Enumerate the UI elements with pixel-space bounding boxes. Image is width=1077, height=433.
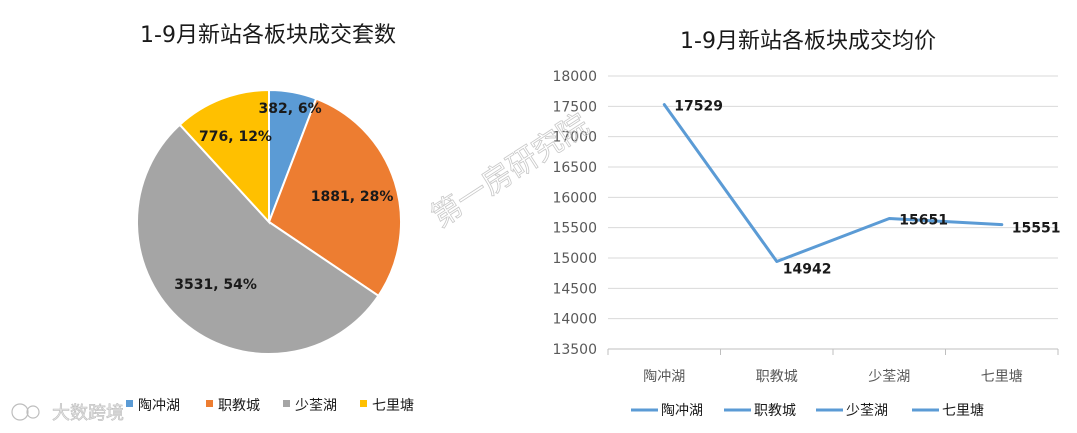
pie-data-label-2: 1881, 28% xyxy=(311,189,394,205)
pie-legend-label-4: 七里塘 xyxy=(372,398,414,414)
pie-data-label-4: 776, 12% xyxy=(199,129,272,145)
line-data-label-1: 17529 xyxy=(674,99,723,115)
pie-legend-label-3: 少荃湖 xyxy=(295,397,337,414)
x-tick-label-1: 陶冲湖 xyxy=(643,369,685,385)
pie-data-label-3: 3531, 54% xyxy=(174,277,257,293)
brand-text: 大数跨境 xyxy=(52,403,124,424)
pie-data-labels: 382, 6% 1881, 28% 3531, 54% 776, 12% xyxy=(174,101,393,293)
line-gridlines xyxy=(607,75,1059,355)
x-tick-label-2: 职教城 xyxy=(756,369,798,385)
y-tick-label-2: 17500 xyxy=(552,99,597,115)
series-line xyxy=(662,103,1004,263)
line-x-axis-ticks: 陶冲湖 职教城 少荃湖 七里塘 xyxy=(643,368,1023,385)
y-tick-label-9: 14000 xyxy=(552,312,597,328)
pie-slice-3 xyxy=(136,123,380,355)
y-tick-label-4: 16500 xyxy=(552,160,597,176)
y-tick-label-7: 15000 xyxy=(552,251,597,267)
line-legend-label-3: 少荃湖 xyxy=(846,402,888,419)
line-data-labels: 17529 14942 15651 15551 xyxy=(674,99,1060,278)
line-series xyxy=(662,103,1004,263)
y-tick-label-5: 16000 xyxy=(552,190,597,206)
pie-slice-2 xyxy=(267,97,402,298)
line-data-label-3: 15651 xyxy=(899,213,948,229)
line-legend-label-1: 陶冲湖 xyxy=(661,403,703,419)
y-tick-label-3: 17000 xyxy=(552,130,597,146)
line-y-axis-ticks: 18000 17500 17000 16500 16000 15500 15000 14500… xyxy=(552,69,597,358)
brand-watermark: 大数跨境 xyxy=(11,403,124,424)
pie-legend-swatch-3 xyxy=(283,400,290,407)
line-legend: 陶冲湖 职教城 少荃湖 七里塘 xyxy=(631,402,984,419)
pie-slice-4 xyxy=(178,88,270,225)
line-data-label-2: 14942 xyxy=(783,262,832,278)
brand-logo-icon xyxy=(11,403,29,421)
line-chart-title: 1-9月新站各板块成交均价 xyxy=(680,29,936,54)
pie-slices xyxy=(136,88,402,355)
y-tick-label-1: 18000 xyxy=(552,69,597,85)
line-data-label-4: 15551 xyxy=(1012,221,1061,237)
pie-legend-label-2: 职教城 xyxy=(218,398,260,414)
y-tick-label-10: 13500 xyxy=(552,342,597,358)
pie-data-label-1: 382, 6% xyxy=(259,101,322,117)
pie-chart-title: 1-9月新站各板块成交套数 xyxy=(140,23,396,48)
pie-legend-swatch-2 xyxy=(206,400,213,407)
pie-legend-swatch-4 xyxy=(360,400,367,407)
pie-legend-label-1: 陶冲湖 xyxy=(138,398,180,414)
line-chart-panel: 1-9月新站各板块成交均价 18000175001700016500160001… xyxy=(552,29,1060,419)
x-tick-label-3: 少荃湖 xyxy=(868,368,910,385)
pie-legend: 陶冲湖 职教城 少荃湖 七里塘 xyxy=(126,397,414,414)
line-legend-label-4: 七里塘 xyxy=(942,403,984,419)
line-legend-label-2: 职教城 xyxy=(754,403,796,419)
pie-chart-panel: 1-9月新站各板块成交套数 382, 6% 1881, 28% 3531, 54% 7… xyxy=(126,23,414,414)
brand-logo-ring-icon xyxy=(26,405,40,419)
x-tick-label-4: 七里塘 xyxy=(981,369,1023,385)
y-tick-label-6: 15500 xyxy=(552,221,597,237)
y-tick-label-8: 14500 xyxy=(552,281,597,297)
pie-legend-swatch-1 xyxy=(126,400,133,407)
